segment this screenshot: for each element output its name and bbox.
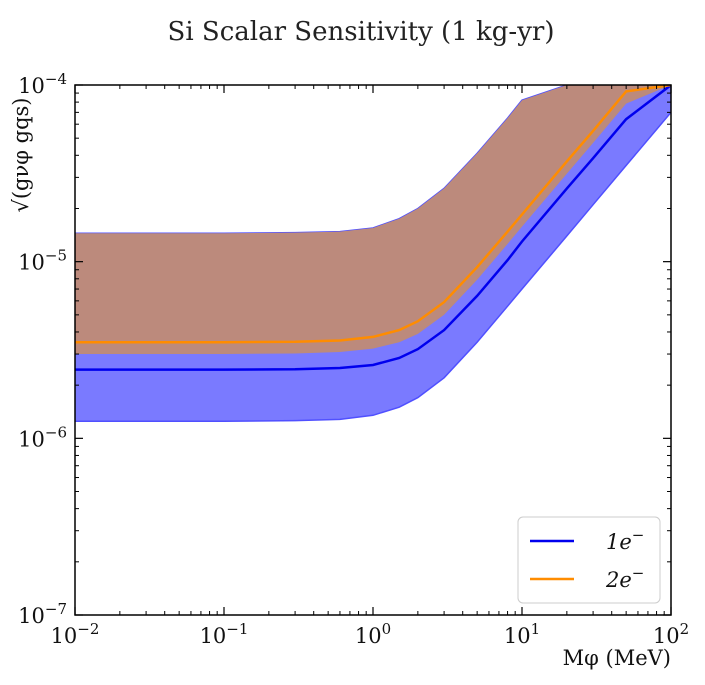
series-line-2	[75, 85, 671, 344]
y-tick-label: 10−7	[18, 600, 67, 628]
x-tick-label: 100	[355, 620, 391, 648]
legend-box	[517, 516, 661, 604]
plot-frame	[74, 84, 672, 616]
y-tick-label: 10−5	[18, 247, 67, 275]
y-tick-label: 10−4	[18, 70, 67, 98]
legend-label-1: 1e−	[606, 526, 644, 554]
chart-title: Si Scalar Sensitivity (1 kg-yr)	[168, 17, 555, 47]
x-axis-label: Mφ (MeV)	[563, 646, 671, 670]
series-line-1	[75, 85, 671, 371]
data-layer	[75, 85, 671, 422]
y-axis-label: √(gνφ gqs)	[9, 97, 33, 212]
band-1-lower-edge	[75, 111, 671, 422]
band-2	[75, 85, 671, 354]
x-tick-label: 10−1	[200, 620, 249, 648]
plot-area: 10−2 10−1 100 101 102 10−7 10−6 10−5 10−4 Mφ (MeV…	[9, 70, 689, 670]
legend: 1e−2e−	[517, 516, 661, 604]
x-tick-label: 10−2	[51, 620, 100, 648]
x-tick-label: 101	[504, 620, 540, 648]
x-tick-label: 102	[653, 620, 689, 648]
y-tick-label: 10−6	[18, 423, 67, 451]
legend-label-2: 2e−	[605, 564, 644, 592]
